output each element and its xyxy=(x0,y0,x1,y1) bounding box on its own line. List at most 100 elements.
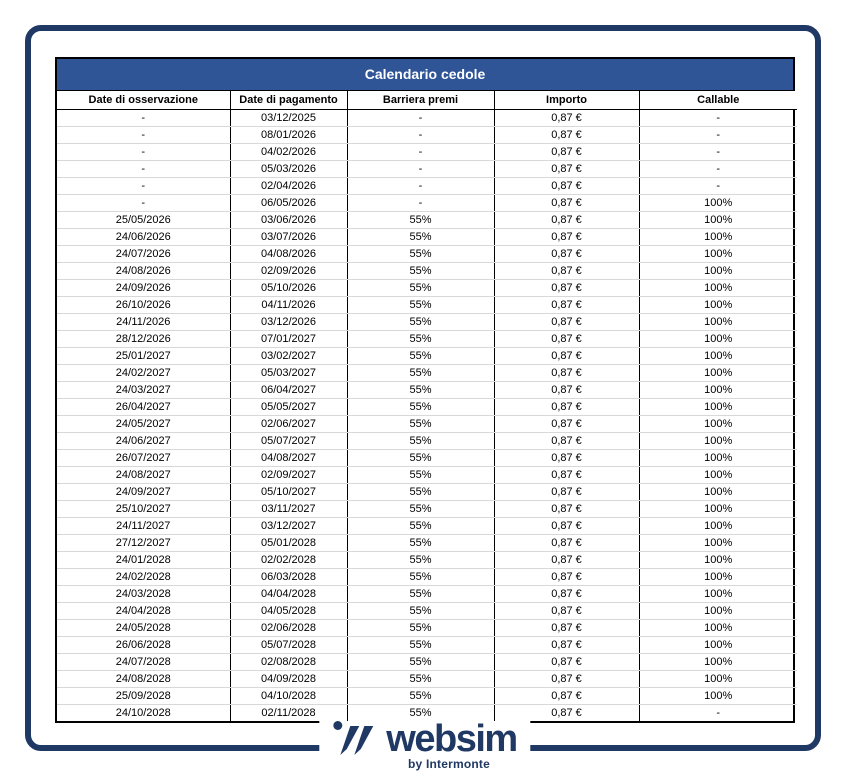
table-cell: 24/03/2027 xyxy=(57,381,231,399)
table-cell: 55% xyxy=(347,347,495,365)
table-cell: 24/07/2026 xyxy=(57,245,231,263)
table-cell: 100% xyxy=(639,296,797,314)
table-cell: 25/01/2027 xyxy=(57,347,231,365)
table-cell: 100% xyxy=(639,347,797,365)
table-cell: - xyxy=(347,177,495,195)
table-cell: 0,87 € xyxy=(494,228,640,246)
table-cell: 24/11/2027 xyxy=(57,517,231,535)
table-cell: 0,87 € xyxy=(494,585,640,603)
table-cell: 0,87 € xyxy=(494,704,640,721)
table-row: 25/05/2026 03/06/2026 55% 0,87 €100% xyxy=(57,211,797,229)
table-cell: 0,87 € xyxy=(494,245,640,263)
table-cell: 55% xyxy=(347,551,495,569)
table-row: 24/08/2026 02/09/2026 55% 0,87 €100% xyxy=(57,262,797,280)
table-cell: 04/11/2026 xyxy=(230,296,348,314)
table-row: 24/01/2028 02/02/2028 55% 0,87 €100% xyxy=(57,551,797,569)
table-cell: 100% xyxy=(639,415,797,433)
table-row: 25/10/2027 03/11/2027 55% 0,87 €100% xyxy=(57,500,797,518)
table-row: -05/03/2026-0,87 € - xyxy=(57,160,797,178)
table-cell: 55% xyxy=(347,228,495,246)
table-cell: 26/10/2026 xyxy=(57,296,231,314)
table-cell: 55% xyxy=(347,415,495,433)
table-cell: 02/11/2028 xyxy=(230,704,348,721)
table-cell: 0,87 € xyxy=(494,619,640,637)
table-cell: 55% xyxy=(347,364,495,382)
table-cell: 55% xyxy=(347,517,495,535)
table-cell: 24/06/2027 xyxy=(57,432,231,450)
table-cell: 04/09/2028 xyxy=(230,670,348,688)
table-cell: 0,87 € xyxy=(494,177,640,195)
table-row: -02/04/2026-0,87 € - xyxy=(57,177,797,195)
table-cell: 100% xyxy=(639,500,797,518)
table-body: -03/12/2025-0,87 € - -08/01/2026-0,87 € - -0… xyxy=(57,109,797,721)
table-cell: 0,87 € xyxy=(494,143,640,161)
table-cell: 55% xyxy=(347,653,495,671)
table-cell: 100% xyxy=(639,636,797,654)
table-cell: 06/04/2027 xyxy=(230,381,348,399)
table-cell: 100% xyxy=(639,381,797,399)
table-cell: 25/09/2028 xyxy=(57,687,231,705)
table-cell: 02/04/2026 xyxy=(230,177,348,195)
table-row: 26/07/2027 04/08/2027 55% 0,87 €100% xyxy=(57,449,797,467)
table-cell: 02/08/2028 xyxy=(230,653,348,671)
table-cell: 25/10/2027 xyxy=(57,500,231,518)
table-cell: 24/03/2028 xyxy=(57,585,231,603)
table-cell: - xyxy=(639,177,797,195)
table-cell: 24/05/2028 xyxy=(57,619,231,637)
table-cell: 02/06/2027 xyxy=(230,415,348,433)
table-cell: 24/02/2028 xyxy=(57,568,231,586)
table-cell: 02/09/2027 xyxy=(230,466,348,484)
table-cell: 0,87 € xyxy=(494,449,640,467)
table-cell: 0,87 € xyxy=(494,500,640,518)
table-cell: 03/02/2027 xyxy=(230,347,348,365)
table-row: 27/12/2027 05/01/2028 55% 0,87 €100% xyxy=(57,534,797,552)
table-cell: 0,87 € xyxy=(494,517,640,535)
table-cell: 55% xyxy=(347,466,495,484)
table-cell: 02/02/2028 xyxy=(230,551,348,569)
table-cell: 100% xyxy=(639,245,797,263)
table-row: 26/10/2026 04/11/2026 55% 0,87 €100% xyxy=(57,296,797,314)
table-cell: 100% xyxy=(639,670,797,688)
table-cell: - xyxy=(57,160,231,178)
table-row: 24/11/2026 03/12/2026 55% 0,87 €100% xyxy=(57,313,797,331)
table-cell: 07/01/2027 xyxy=(230,330,348,348)
table-cell: 55% xyxy=(347,330,495,348)
table-cell: - xyxy=(57,194,231,212)
table-cell: 26/04/2027 xyxy=(57,398,231,416)
table-row: 24/05/2027 02/06/2027 55% 0,87 €100% xyxy=(57,415,797,433)
table-row: 26/06/2028 05/07/2028 55% 0,87 €100% xyxy=(57,636,797,654)
table-cell: - xyxy=(639,126,797,144)
websim-logo: websim by Intermonte xyxy=(319,720,531,771)
table-cell: 100% xyxy=(639,279,797,297)
table-row: 24/10/2028 02/11/2028 55% 0,87 € - xyxy=(57,704,797,721)
table-cell: 100% xyxy=(639,211,797,229)
table-cell: 0,87 € xyxy=(494,432,640,450)
table-cell: 0,87 € xyxy=(494,347,640,365)
table-cell: 04/02/2026 xyxy=(230,143,348,161)
table-cell: 08/01/2026 xyxy=(230,126,348,144)
table-cell: 55% xyxy=(347,670,495,688)
table-cell: 05/07/2027 xyxy=(230,432,348,450)
table-row: -08/01/2026-0,87 € - xyxy=(57,126,797,144)
table-cell: 04/08/2027 xyxy=(230,449,348,467)
column-header: Barriera premi xyxy=(347,91,495,110)
table-cell: - xyxy=(347,109,495,127)
table-cell: 100% xyxy=(639,449,797,467)
table-cell: 05/03/2026 xyxy=(230,160,348,178)
table-cell: 100% xyxy=(639,313,797,331)
table-cell: 55% xyxy=(347,432,495,450)
table-cell: 100% xyxy=(639,330,797,348)
table-row: 24/03/2028 04/04/2028 55% 0,87 €100% xyxy=(57,585,797,603)
table-cell: 04/08/2026 xyxy=(230,245,348,263)
table-cell: 24/08/2028 xyxy=(57,670,231,688)
table-cell: 04/04/2028 xyxy=(230,585,348,603)
column-header: Importo xyxy=(494,91,640,110)
table-row: -04/02/2026-0,87 € - xyxy=(57,143,797,161)
table-row: 24/02/2027 05/03/2027 55% 0,87 €100% xyxy=(57,364,797,382)
table-row: 25/09/2028 04/10/2028 55% 0,87 €100% xyxy=(57,687,797,705)
table-cell: 100% xyxy=(639,228,797,246)
table-cell: 04/10/2028 xyxy=(230,687,348,705)
table-row: 24/03/2027 06/04/2027 55% 0,87 €100% xyxy=(57,381,797,399)
table-cell: 24/08/2026 xyxy=(57,262,231,280)
